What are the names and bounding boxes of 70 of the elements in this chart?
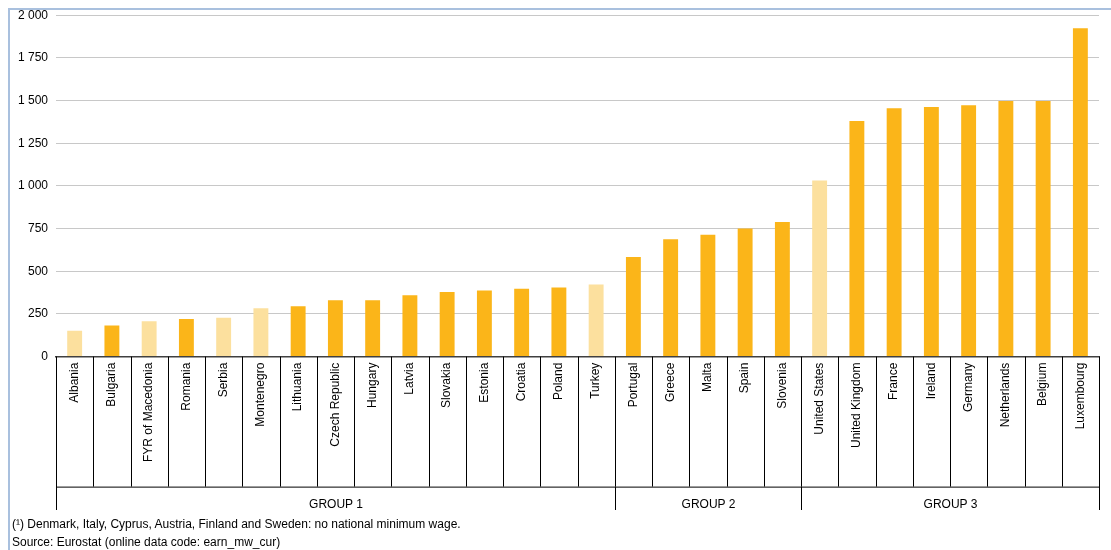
- x-tick-label: Slovenia: [774, 362, 789, 409]
- bar: [476, 290, 492, 357]
- x-tick-label: Estonia: [476, 362, 491, 403]
- x-tick-label: Serbia: [215, 362, 230, 398]
- text: GROUP 3: [923, 496, 978, 511]
- bar: [67, 330, 83, 357]
- x-tick-label: Germany: [960, 362, 975, 412]
- x-tick-label: Lithuania: [290, 362, 305, 412]
- bar: [365, 300, 381, 357]
- bar: [588, 284, 604, 357]
- text: (¹) Denmark, Italy, Cyprus, Austria, Finland and Sweden: no national minimum wage.: [12, 516, 461, 533]
- bar: [849, 121, 865, 357]
- y-tick-label: 0: [41, 348, 49, 363]
- y-tick-label: 750: [28, 220, 49, 235]
- x-tick-label: Croatia: [513, 362, 528, 402]
- bar: [737, 228, 753, 357]
- y-tick-label: 1 000: [18, 178, 49, 193]
- bar: [216, 317, 232, 357]
- bar: [253, 308, 269, 357]
- bar: [104, 325, 120, 357]
- bar: [514, 288, 530, 357]
- x-tick-label: United States: [811, 362, 826, 435]
- x-tick-label: Czech Republic: [327, 362, 342, 447]
- x-tick-label: Malta: [700, 362, 715, 392]
- x-tick-label: United Kingdom: [849, 362, 864, 449]
- x-tick-label: Belgium: [1035, 362, 1050, 406]
- x-tick-label: Poland: [551, 362, 566, 400]
- y-tick-label: 1 500: [18, 92, 49, 107]
- bar: [1035, 100, 1051, 357]
- x-tick-label: Netherlands: [998, 362, 1013, 428]
- x-tick-label: Latvia: [402, 362, 417, 395]
- bar: [663, 239, 679, 357]
- bar: [141, 321, 157, 357]
- text: GROUP 2: [681, 496, 736, 511]
- y-tick-label: 2 000: [18, 7, 49, 22]
- x-tick-label: Romania: [178, 362, 193, 411]
- x-tick-label: FYR of Macedonia: [141, 362, 156, 463]
- x-tick-label: Spain: [737, 362, 752, 394]
- bar: [625, 256, 641, 357]
- x-tick-label: Hungary: [364, 362, 379, 408]
- x-tick-label: Portugal: [625, 362, 640, 408]
- bar: [402, 295, 418, 357]
- y-tick-label: 250: [28, 306, 49, 321]
- bar: [551, 287, 567, 357]
- bar: [178, 319, 194, 357]
- bar: [290, 306, 306, 357]
- x-tick-label: Albania: [66, 362, 81, 403]
- source-note: Source: Eurostat (online data code: earn_mw_cur): [12, 534, 282, 550]
- x-tick-label: Ireland: [923, 362, 938, 400]
- x-tick-label: Turkey: [588, 362, 603, 399]
- bar: [961, 105, 977, 357]
- y-tick-label: 1 250: [18, 135, 49, 150]
- y-tick-label: 500: [28, 263, 49, 278]
- text: GROUP 1: [309, 496, 364, 511]
- x-tick-label: Montenegro: [253, 362, 268, 427]
- bar: [886, 108, 902, 357]
- bar: [1072, 28, 1088, 357]
- x-tick-label: Luxembourg: [1072, 362, 1087, 430]
- x-tick-label: Slovakia: [439, 362, 454, 408]
- x-tick-label: Greece: [662, 362, 677, 402]
- bar: [812, 180, 828, 357]
- x-tick-label: Bulgaria: [104, 362, 119, 407]
- bar: [439, 291, 455, 357]
- bar: [923, 107, 939, 357]
- x-tick-label: France: [886, 362, 901, 400]
- bar: [774, 221, 790, 357]
- bar: [327, 300, 343, 357]
- y-tick-label: 1 750: [18, 50, 49, 65]
- bar: [700, 234, 716, 357]
- bar: [998, 100, 1014, 357]
